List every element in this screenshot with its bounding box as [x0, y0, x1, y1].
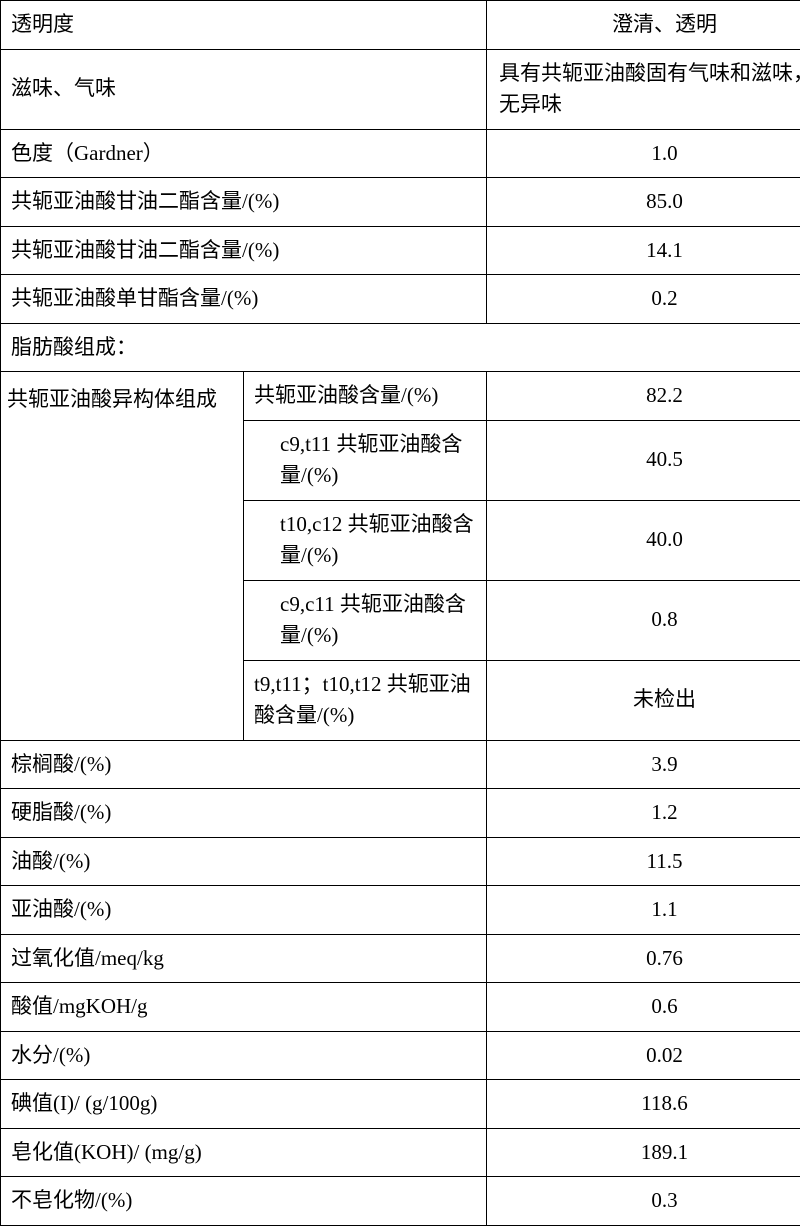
- cell-value: 0.3: [487, 1177, 800, 1226]
- cell-label: c9,t11 共轭亚油酸含量/(%): [244, 420, 487, 500]
- cell-label: t9,t11；t10,t12 共轭亚油酸含量/(%): [244, 660, 487, 740]
- cell-value: 澄清、透明: [487, 1, 800, 50]
- table-row: 棕榈酸/(%) 3.9: [1, 740, 800, 789]
- table-row: 油酸/(%) 11.5: [1, 837, 800, 886]
- cell-label: c9,c11 共轭亚油酸含量/(%): [244, 580, 487, 660]
- cell-value: 0.6: [487, 983, 800, 1032]
- cell-label: 水分/(%): [1, 1031, 487, 1080]
- table-row: 亚油酸/(%) 1.1: [1, 886, 800, 935]
- cell-value: 1.0: [487, 129, 800, 178]
- table-row: 共轭亚油酸甘油二酯含量/(%) 14.1: [1, 226, 800, 275]
- cell-label: 硬脂酸/(%): [1, 789, 487, 838]
- data-table: 透明度 澄清、透明 滋味、气味 具有共轭亚油酸固有气味和滋味，无异味 色度（Ga…: [0, 0, 800, 1226]
- cell-label: t10,c12 共轭亚油酸含量/(%): [244, 500, 487, 580]
- cell-value: 189.1: [487, 1128, 800, 1177]
- cell-label: 酸值/mgKOH/g: [1, 983, 487, 1032]
- table-row: 透明度 澄清、透明: [1, 1, 800, 50]
- cell-label: 滋味、气味: [1, 49, 487, 129]
- cell-value: 3.9: [487, 740, 800, 789]
- cell-label: 亚油酸/(%): [1, 886, 487, 935]
- cell-value: 40.5: [487, 420, 800, 500]
- cell-value: 0.2: [487, 275, 800, 324]
- table-row: 滋味、气味 具有共轭亚油酸固有气味和滋味，无异味: [1, 49, 800, 129]
- cell-label: 油酸/(%): [1, 837, 487, 886]
- table-row: 共轭亚油酸甘油二酯含量/(%) 85.0: [1, 178, 800, 227]
- table-row: 碘值(I)/ (g/100g) 118.6: [1, 1080, 800, 1129]
- cell-value: 118.6: [487, 1080, 800, 1129]
- table-row: 硬脂酸/(%) 1.2: [1, 789, 800, 838]
- cell-label: 皂化值(KOH)/ (mg/g): [1, 1128, 487, 1177]
- table-row: 共轭亚油酸异构体组成 共轭亚油酸含量/(%) 82.2: [1, 372, 800, 421]
- table-row: 过氧化值/meq/kg 0.76: [1, 934, 800, 983]
- page-container: 透明度 澄清、透明 滋味、气味 具有共轭亚油酸固有气味和滋味，无异味 色度（Ga…: [0, 0, 800, 1226]
- cell-label: 共轭亚油酸单甘酯含量/(%): [1, 275, 487, 324]
- cell-value: 0.8: [487, 580, 800, 660]
- cell-value: 1.2: [487, 789, 800, 838]
- cell-label: 碘值(I)/ (g/100g): [1, 1080, 487, 1129]
- table-row: 水分/(%) 0.02: [1, 1031, 800, 1080]
- table-row: 酸值/mgKOH/g 0.6: [1, 983, 800, 1032]
- cell-label: 透明度: [1, 1, 487, 50]
- cell-value: 具有共轭亚油酸固有气味和滋味，无异味: [487, 49, 800, 129]
- table-row: 色度（Gardner） 1.0: [1, 129, 800, 178]
- table-row: 不皂化物/(%) 0.3: [1, 1177, 800, 1226]
- cell-value: 0.02: [487, 1031, 800, 1080]
- cell-value: 未检出: [487, 660, 800, 740]
- section-header: 脂肪酸组成：: [1, 323, 800, 372]
- cell-label: 共轭亚油酸甘油二酯含量/(%): [1, 226, 487, 275]
- cell-value: 40.0: [487, 500, 800, 580]
- cell-label: 色度（Gardner）: [1, 129, 487, 178]
- cell-value: 82.2: [487, 372, 800, 421]
- vertical-group-label: 共轭亚油酸异构体组成: [1, 372, 244, 741]
- cell-value: 1.1: [487, 886, 800, 935]
- cell-value: 14.1: [487, 226, 800, 275]
- cell-value: 0.76: [487, 934, 800, 983]
- cell-label: 不皂化物/(%): [1, 1177, 487, 1226]
- table-row: 脂肪酸组成：: [1, 323, 800, 372]
- cell-label: 共轭亚油酸含量/(%): [244, 372, 487, 421]
- table-row: 共轭亚油酸单甘酯含量/(%) 0.2: [1, 275, 800, 324]
- cell-label: 过氧化值/meq/kg: [1, 934, 487, 983]
- cell-value: 85.0: [487, 178, 800, 227]
- cell-label: 棕榈酸/(%): [1, 740, 487, 789]
- table-row: 皂化值(KOH)/ (mg/g) 189.1: [1, 1128, 800, 1177]
- cell-value: 11.5: [487, 837, 800, 886]
- cell-label: 共轭亚油酸甘油二酯含量/(%): [1, 178, 487, 227]
